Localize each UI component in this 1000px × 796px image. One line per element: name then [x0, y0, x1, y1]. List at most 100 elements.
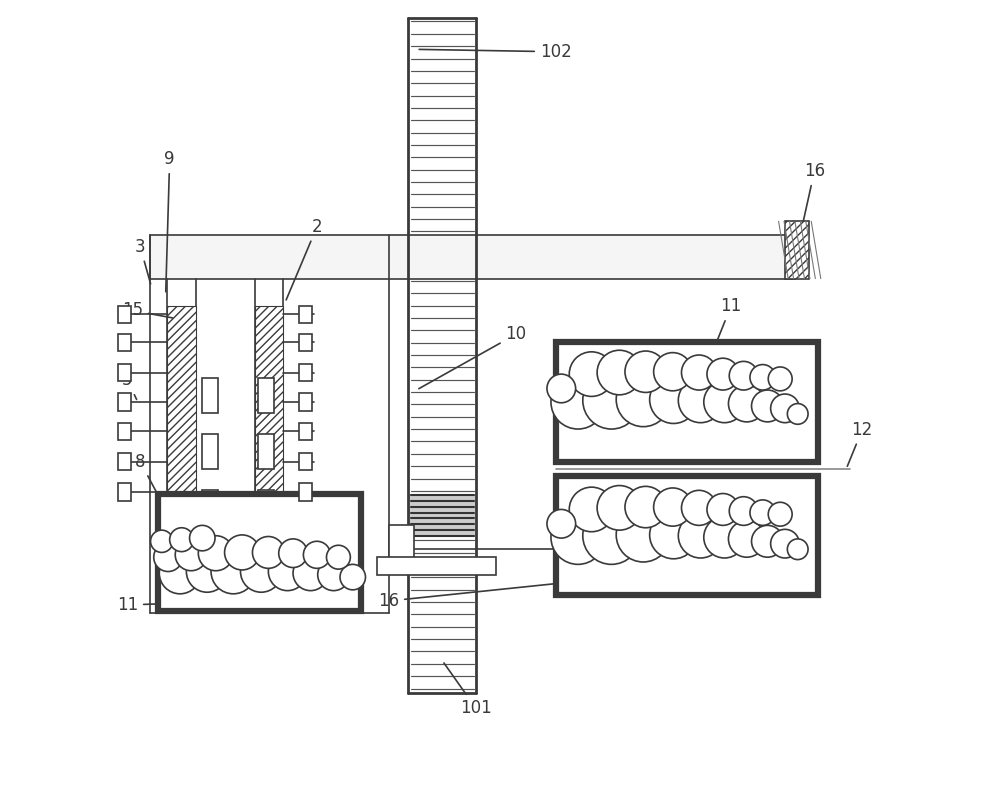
- Bar: [299, 306, 312, 323]
- Circle shape: [597, 350, 642, 395]
- Bar: [258, 378, 274, 413]
- Bar: [299, 393, 312, 411]
- Circle shape: [729, 361, 758, 390]
- Bar: [258, 434, 274, 469]
- Circle shape: [681, 355, 717, 390]
- Bar: [167, 306, 196, 553]
- Circle shape: [707, 358, 739, 390]
- Text: 5: 5: [122, 372, 137, 400]
- Text: 102: 102: [419, 43, 572, 60]
- Circle shape: [681, 490, 717, 525]
- Bar: [299, 334, 312, 351]
- Text: 15: 15: [122, 302, 173, 319]
- Circle shape: [170, 528, 194, 552]
- Bar: [299, 364, 312, 381]
- Circle shape: [787, 539, 808, 560]
- Bar: [150, 235, 795, 279]
- Circle shape: [547, 509, 576, 538]
- Text: 12: 12: [847, 421, 873, 466]
- Circle shape: [211, 549, 256, 594]
- Bar: [389, 525, 414, 573]
- Bar: [202, 378, 218, 413]
- Circle shape: [704, 381, 745, 423]
- Bar: [408, 18, 476, 693]
- Circle shape: [303, 541, 330, 568]
- Circle shape: [728, 385, 765, 422]
- Bar: [118, 453, 131, 470]
- Circle shape: [268, 552, 307, 591]
- Circle shape: [678, 513, 723, 558]
- Bar: [158, 494, 361, 611]
- Circle shape: [752, 390, 783, 422]
- Bar: [118, 393, 131, 411]
- Circle shape: [293, 556, 328, 591]
- Bar: [118, 364, 131, 381]
- Circle shape: [771, 394, 799, 423]
- Circle shape: [768, 502, 792, 526]
- Circle shape: [151, 530, 173, 552]
- Bar: [118, 306, 131, 323]
- Bar: [556, 342, 818, 462]
- Bar: [299, 483, 312, 501]
- Bar: [255, 306, 283, 553]
- Text: 16: 16: [798, 162, 825, 248]
- Circle shape: [154, 543, 182, 572]
- Bar: [202, 490, 218, 525]
- Circle shape: [771, 529, 799, 558]
- Circle shape: [241, 551, 282, 592]
- Text: 10: 10: [419, 326, 526, 388]
- Circle shape: [551, 375, 605, 429]
- Circle shape: [252, 537, 284, 568]
- Circle shape: [616, 508, 670, 562]
- Circle shape: [326, 545, 350, 569]
- Circle shape: [279, 539, 307, 568]
- Circle shape: [787, 404, 808, 424]
- Circle shape: [768, 367, 792, 391]
- Bar: [556, 476, 818, 595]
- Bar: [202, 434, 218, 469]
- Circle shape: [318, 559, 350, 591]
- Bar: [258, 490, 274, 525]
- Bar: [408, 494, 476, 537]
- Circle shape: [729, 497, 758, 525]
- Circle shape: [625, 351, 666, 392]
- Bar: [118, 423, 131, 440]
- Circle shape: [654, 353, 692, 391]
- Text: 8: 8: [135, 453, 164, 507]
- Circle shape: [597, 486, 642, 530]
- Bar: [785, 221, 809, 279]
- Circle shape: [547, 374, 576, 403]
- Circle shape: [678, 378, 723, 423]
- Text: 11: 11: [754, 491, 791, 577]
- Circle shape: [190, 525, 215, 551]
- Circle shape: [569, 352, 614, 396]
- Bar: [118, 483, 131, 501]
- Text: 16: 16: [378, 557, 808, 610]
- Bar: [377, 557, 496, 575]
- Circle shape: [159, 552, 201, 594]
- Circle shape: [583, 507, 640, 564]
- Circle shape: [650, 376, 697, 423]
- Text: 101: 101: [444, 663, 492, 717]
- Text: 9: 9: [164, 150, 175, 292]
- Circle shape: [750, 500, 775, 525]
- Text: 11: 11: [117, 596, 171, 614]
- Circle shape: [625, 486, 666, 528]
- Bar: [299, 453, 312, 470]
- Text: 11: 11: [714, 298, 741, 348]
- Circle shape: [569, 487, 614, 532]
- Text: 2: 2: [286, 218, 322, 300]
- Circle shape: [752, 525, 783, 557]
- Circle shape: [654, 488, 692, 526]
- Bar: [299, 423, 312, 440]
- Circle shape: [707, 494, 739, 525]
- Circle shape: [340, 564, 365, 590]
- Text: 3: 3: [135, 238, 151, 284]
- Circle shape: [704, 517, 745, 558]
- Circle shape: [225, 535, 260, 570]
- Circle shape: [551, 510, 605, 564]
- Circle shape: [616, 373, 670, 427]
- Circle shape: [186, 551, 228, 592]
- Circle shape: [750, 365, 775, 390]
- Circle shape: [650, 511, 697, 559]
